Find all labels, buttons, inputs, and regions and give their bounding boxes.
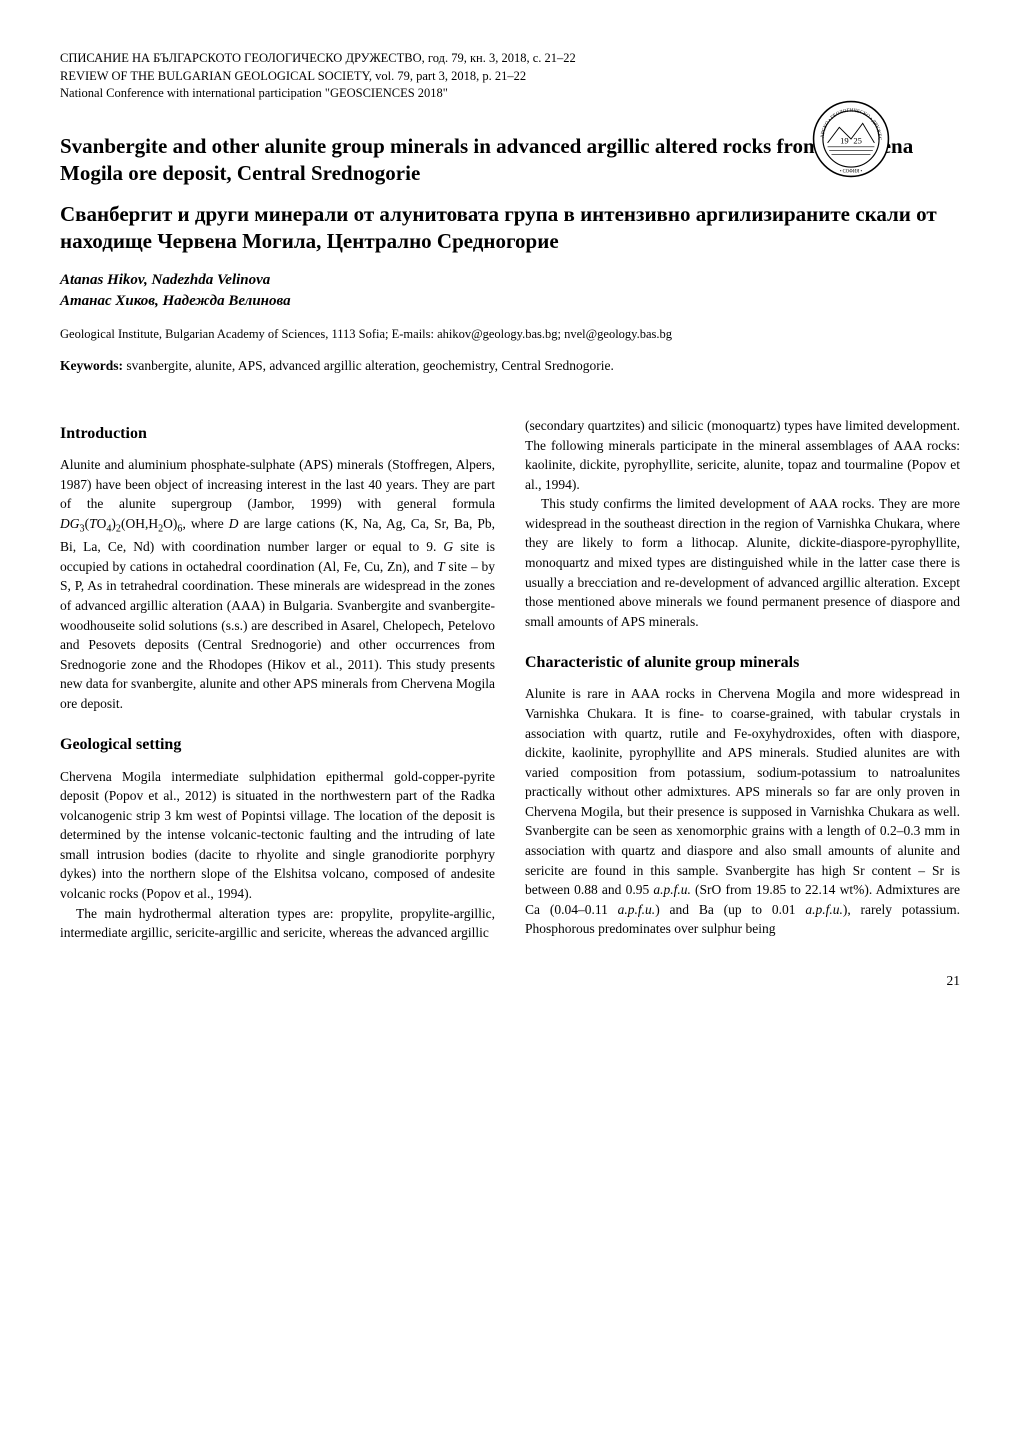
intro-g: G <box>443 539 453 554</box>
header-line-bg: СПИСАНИЕ НА БЪЛГАРСКОТО ГЕОЛОГИЧЕСКО ДРУ… <box>60 50 960 68</box>
affiliation: Geological Institute, Bulgarian Academy … <box>60 326 960 344</box>
header-line-en: REVIEW OF THE BULGARIAN GEOLOGICAL SOCIE… <box>60 68 960 86</box>
formula-mid4: (OH,H <box>121 516 158 531</box>
section-characteristic-heading: Characteristic of alunite group minerals <box>525 651 960 674</box>
keywords-text: svanbergite, alunite, APS, advanced argi… <box>123 358 614 373</box>
geological-p2: The main hydrothermal alteration types a… <box>60 904 495 943</box>
logo-bottom-text: • СОФИЯ • <box>840 170 863 175</box>
geological-p3: This study confirms the limited developm… <box>525 494 960 631</box>
society-logo: 19 25 БЪЛГАРСКО • ГЕОЛОГИЧЕСКО • ДРУЖЕСТ… <box>812 100 890 178</box>
formula-dg: DG <box>60 516 80 531</box>
intro-after-formula: , where <box>182 516 228 531</box>
intro-t: T <box>437 559 445 574</box>
logo-year-right: 25 <box>853 136 862 146</box>
formula-mid5: O) <box>163 516 177 531</box>
logo-year-left: 19 <box>840 136 849 146</box>
authors-en: Atanas Hikov, Nadezhda Velinova <box>60 270 960 291</box>
intro-cont3: site – by S, P, As in tetrahedral coordi… <box>60 559 495 711</box>
page-number: 21 <box>60 973 960 989</box>
right-column: (secondary quartzites) and silicic (mono… <box>525 416 960 943</box>
section-introduction-heading: Introduction <box>60 422 495 445</box>
authors-bg: Атанас Хиков, Надежда Велинова <box>60 291 960 312</box>
header-wrap: СПИСАНИЕ НА БЪЛГАРСКОТО ГЕОЛОГИЧЕСКО ДРУ… <box>60 50 960 103</box>
geological-p1: Chervena Mogila intermediate sulphidatio… <box>60 767 495 904</box>
char-apfu2: a.p.f.u. <box>618 902 656 917</box>
introduction-p1: Alunite and aluminium phosphate-sulphate… <box>60 455 495 713</box>
two-column-body: Introduction Alunite and aluminium phosp… <box>60 416 960 943</box>
char-apfu1: a.p.f.u. <box>653 882 691 897</box>
keywords-line: Keywords: svanbergite, alunite, APS, adv… <box>60 357 960 376</box>
authors-block: Atanas Hikov, Nadezhda Velinova Атанас Х… <box>60 270 960 312</box>
section-geological-heading: Geological setting <box>60 733 495 756</box>
intro-d: D <box>229 516 239 531</box>
keywords-label: Keywords: <box>60 358 123 373</box>
geological-p2-cont: (secondary quartzites) and silicic (mono… <box>525 416 960 494</box>
intro-text-1: Alunite and aluminium phosphate-sulphate… <box>60 457 495 511</box>
title-bulgarian: Сванбергит и други минерали от алунитова… <box>60 201 960 256</box>
journal-header: СПИСАНИЕ НА БЪЛГАРСКОТО ГЕОЛОГИЧЕСКО ДРУ… <box>60 50 960 103</box>
char-text-c: ) and Ba (up to 0.01 <box>655 902 805 917</box>
char-text-a: Alunite is rare in AAA rocks in Chervena… <box>525 686 960 897</box>
characteristic-p1: Alunite is rare in AAA rocks in Chervena… <box>525 684 960 938</box>
left-column: Introduction Alunite and aluminium phosp… <box>60 416 495 943</box>
char-apfu3: a.p.f.u. <box>805 902 843 917</box>
formula-mid1: (TO <box>85 516 107 531</box>
